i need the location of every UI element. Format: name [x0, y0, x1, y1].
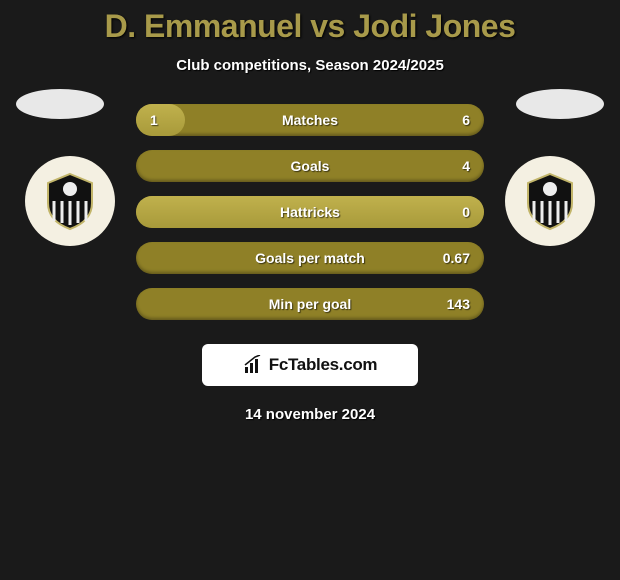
stat-label: Min per goal [269, 296, 351, 312]
player-avatar-left [16, 89, 104, 119]
stat-right-value: 0 [462, 204, 470, 220]
stat-right-value: 0.67 [443, 250, 470, 266]
stat-label: Goals per match [255, 250, 365, 266]
brand-text: FcTables.com [269, 355, 378, 375]
stat-bar: Min per goal 143 [136, 288, 484, 320]
page-subtitle: Club competitions, Season 2024/2025 [0, 57, 620, 74]
stat-label: Goals [291, 158, 330, 174]
comparison-panel: 1 Matches 6 Goals 4 Hattricks 0 Goals pe… [0, 104, 620, 423]
stat-label: Matches [282, 112, 338, 128]
player-avatar-right [516, 89, 604, 119]
stat-bar: Hattricks 0 [136, 196, 484, 228]
stat-bar: Goals per match 0.67 [136, 242, 484, 274]
club-crest-icon [40, 171, 100, 231]
stat-right-value: 4 [462, 158, 470, 174]
page-title: D. Emmanuel vs Jodi Jones [0, 8, 620, 45]
stat-bar-fill [136, 104, 185, 136]
stat-bars: 1 Matches 6 Goals 4 Hattricks 0 Goals pe… [136, 104, 484, 320]
stat-right-value: 6 [462, 112, 470, 128]
date-label: 14 november 2024 [0, 406, 620, 423]
club-badge-left [25, 156, 115, 246]
chart-icon [243, 355, 263, 375]
stat-label: Hattricks [280, 204, 340, 220]
stat-bar: Goals 4 [136, 150, 484, 182]
stat-bar: 1 Matches 6 [136, 104, 484, 136]
stat-right-value: 143 [447, 296, 470, 312]
club-badge-right [505, 156, 595, 246]
brand-logo[interactable]: FcTables.com [202, 344, 418, 386]
club-crest-icon [520, 171, 580, 231]
stat-left-value: 1 [150, 112, 158, 128]
